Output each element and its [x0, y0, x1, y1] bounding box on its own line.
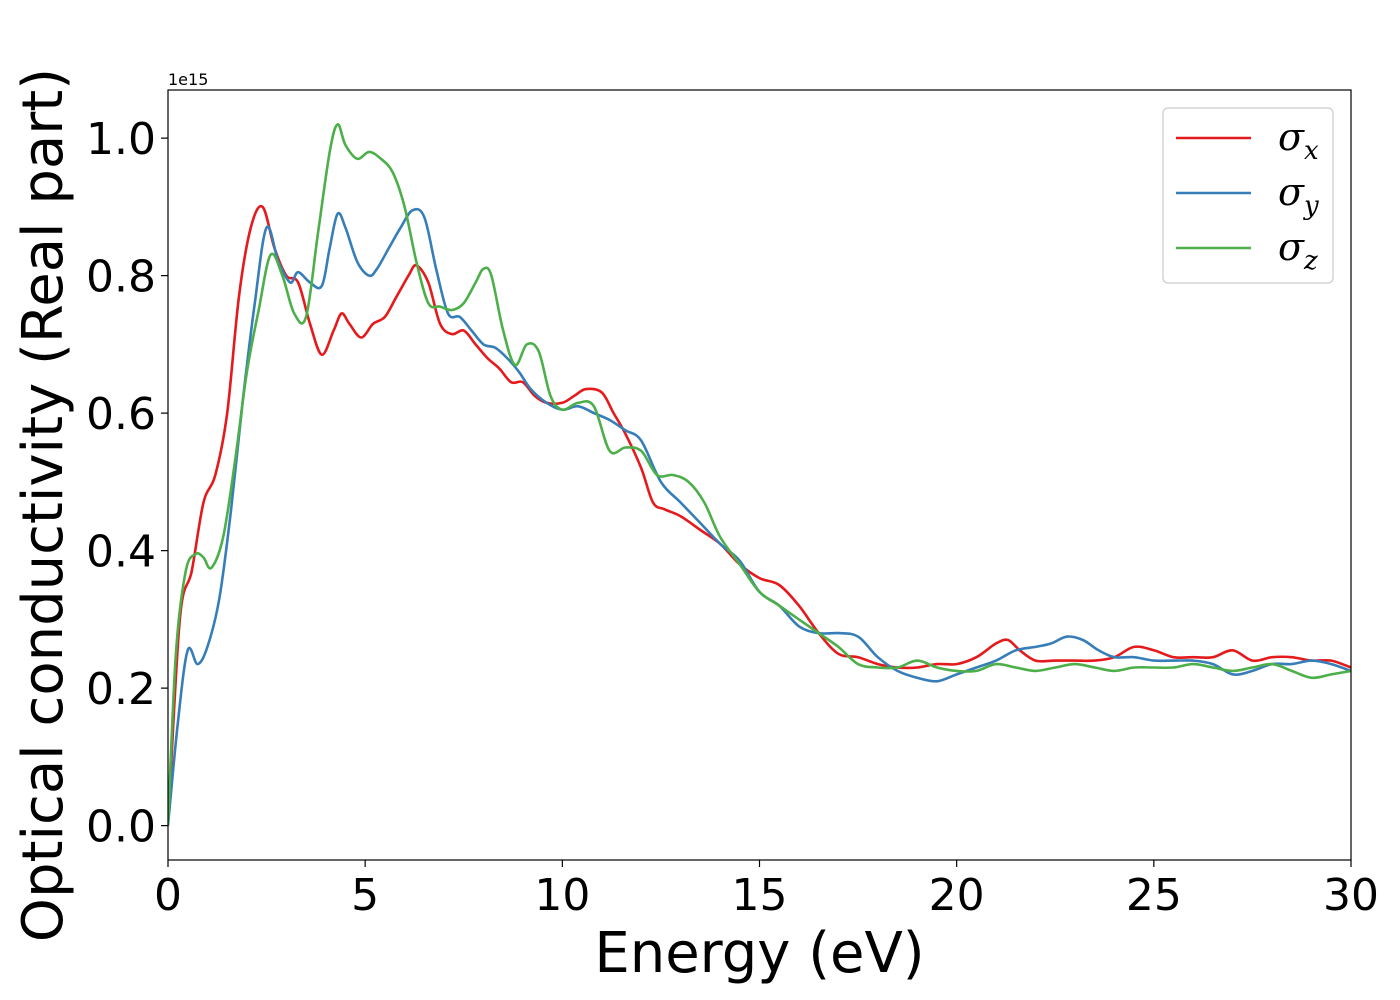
legend-label-z: σz: [1278, 225, 1318, 276]
x-tick-label: 25: [1126, 870, 1182, 921]
y-tick-label: 0.0: [86, 802, 156, 853]
y-axis-title: Optical conductivity (Real part): [11, 68, 76, 942]
y-tick-label: 0.2: [86, 664, 156, 715]
y-offset-label: 1e15: [168, 70, 208, 89]
x-tick-label: 5: [351, 870, 379, 921]
x-axis: 0 5 10 15 20 25 30: [154, 860, 1379, 921]
series-line-y: [168, 207, 1351, 826]
y-axis: 0.0 0.2 0.4 0.6 0.8 1.0: [86, 114, 168, 853]
x-tick-label: 0: [154, 870, 182, 921]
x-tick-label: 15: [732, 870, 788, 921]
y-tick-label: 0.6: [86, 389, 156, 440]
legend-label-y: σy: [1278, 170, 1319, 221]
x-tick-label: 20: [929, 870, 985, 921]
y-tick-label: 0.8: [86, 252, 156, 303]
series-layer: [168, 123, 1351, 826]
y-tick-label: 0.4: [86, 527, 156, 578]
series-line-z: [168, 123, 1351, 826]
legend-frame: [1162, 107, 1334, 284]
legend-label-x: σx: [1278, 115, 1319, 166]
x-tick-label: 10: [534, 870, 590, 921]
x-axis-title: Energy (eV): [594, 921, 924, 986]
series-line-x: [168, 204, 1351, 826]
y-tick-label: 1.0: [86, 114, 156, 165]
x-tick-label: 30: [1323, 870, 1379, 921]
